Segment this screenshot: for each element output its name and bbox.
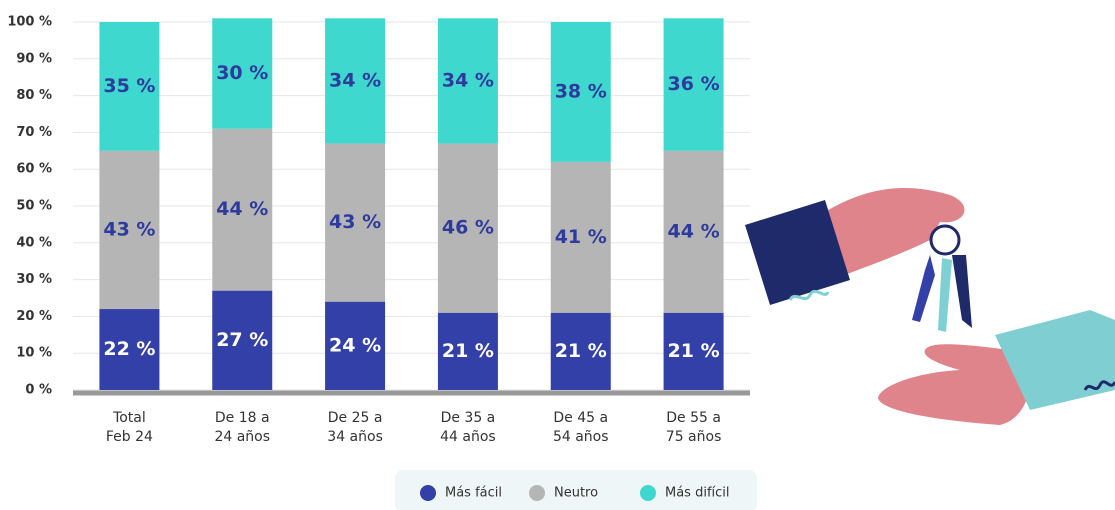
- y-tick-label: 60 %: [16, 162, 52, 177]
- x-tick-label: De 55 a 75 años: [666, 410, 722, 445]
- value-label: 43 %: [103, 218, 155, 240]
- lower-sleeve: [995, 310, 1115, 410]
- bar-segment: [212, 290, 273, 390]
- bar-segment: [212, 128, 273, 291]
- value-label: 44 %: [216, 198, 268, 220]
- value-label: 41 %: [555, 226, 607, 248]
- value-label: 43 %: [329, 211, 381, 233]
- bar-segment: [663, 18, 724, 151]
- x-tick-line: 24 años: [214, 429, 270, 445]
- bar-segment: [437, 312, 498, 390]
- illustration: [745, 187, 1115, 425]
- bar-segment: [325, 18, 386, 144]
- bar-segment: [550, 312, 611, 390]
- x-tick-line: De 35 a: [441, 410, 496, 426]
- x-tick-line: 75 años: [666, 429, 722, 445]
- legend-label: Más fácil: [445, 486, 502, 501]
- x-tick-line: 34 años: [327, 429, 383, 445]
- y-tick-label: 70 %: [16, 125, 52, 140]
- x-tick-label: De 35 a 44 años: [440, 410, 496, 445]
- x-tick-line: 44 años: [440, 429, 496, 445]
- value-label: 22 %: [103, 338, 155, 360]
- bar-segment: [325, 301, 386, 390]
- upper-sleeve: [745, 200, 850, 305]
- value-label: 34 %: [329, 69, 381, 91]
- x-tick-line: De 45 a: [553, 410, 608, 426]
- legend-swatch: [420, 485, 436, 501]
- x-tick-line: De 18 a: [215, 410, 270, 426]
- bar-segment: [663, 312, 724, 390]
- bar-segment: [663, 150, 724, 313]
- value-label: 27 %: [216, 329, 268, 351]
- x-tick-label: Total Feb 24: [106, 410, 153, 445]
- legend-label: Más difícil: [665, 486, 730, 501]
- x-tick-line: Total: [112, 410, 146, 426]
- value-label: 35 %: [103, 75, 155, 97]
- bar-segment: [99, 309, 160, 390]
- x-tick-line: De 25 a: [328, 410, 383, 426]
- value-label: 24 %: [329, 334, 381, 356]
- y-tick-label: 50 %: [16, 199, 52, 214]
- value-label: 46 %: [442, 217, 494, 239]
- x-tick-line: Feb 24: [106, 429, 153, 445]
- y-tick-label: 40 %: [16, 235, 52, 250]
- bar-segment: [325, 143, 386, 302]
- y-tick-label: 90 %: [16, 51, 52, 66]
- y-tick-label: 20 %: [16, 309, 52, 324]
- upper-hand: [820, 187, 965, 275]
- bar-segment: [550, 22, 611, 162]
- value-label: 44 %: [668, 220, 720, 242]
- bar-segment: [550, 161, 611, 313]
- bar-segment: [437, 18, 498, 144]
- y-tick-label: 100 %: [7, 15, 52, 30]
- bar-segment: [437, 143, 498, 313]
- value-label: 21 %: [668, 340, 720, 362]
- value-label: 36 %: [668, 73, 720, 95]
- key-ring: [929, 224, 961, 256]
- legend-swatch: [640, 485, 656, 501]
- y-tick-label: 30 %: [16, 272, 52, 287]
- legend-swatch: [529, 485, 545, 501]
- bar-segment: [212, 18, 273, 129]
- x-tick-label: De 25 a 34 años: [327, 410, 383, 445]
- key: [952, 255, 972, 328]
- sleeve-doodle: [1083, 380, 1115, 391]
- x-tick-label: De 45 a 54 años: [553, 410, 609, 445]
- key: [938, 258, 952, 332]
- bar-segment: [99, 150, 160, 310]
- x-tick-line: 54 años: [553, 429, 609, 445]
- sleeve-doodle: [788, 289, 830, 301]
- bar-segment: [99, 22, 160, 151]
- value-label: 34 %: [442, 69, 494, 91]
- value-label: 21 %: [555, 340, 607, 362]
- legend-box: [395, 470, 757, 510]
- y-tick-label: 0 %: [25, 383, 52, 398]
- value-label: 38 %: [555, 80, 607, 102]
- x-tick-line: De 55 a: [666, 410, 721, 426]
- value-label: 30 %: [216, 62, 268, 84]
- value-label: 21 %: [442, 340, 494, 362]
- x-tick-label: De 18 a 24 años: [214, 410, 270, 445]
- lower-hand: [878, 344, 1030, 425]
- key: [912, 255, 935, 322]
- y-tick-label: 80 %: [16, 88, 52, 103]
- y-tick-label: 10 %: [16, 346, 52, 361]
- legend-label: Neutro: [554, 486, 598, 501]
